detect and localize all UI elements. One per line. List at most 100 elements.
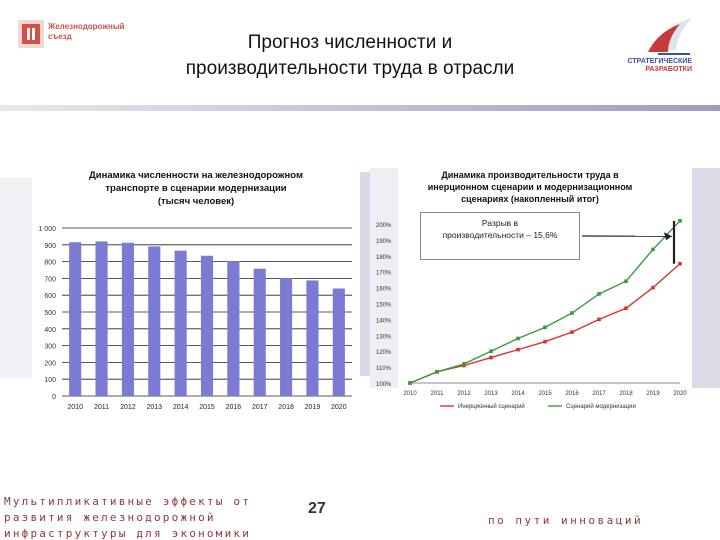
right-shade xyxy=(692,168,720,388)
data-point xyxy=(624,306,628,311)
data-point xyxy=(516,336,520,341)
right-logo-line1: СТРАТЕГИЧЕСКИЕ xyxy=(627,58,692,65)
y-tick-label: 0 xyxy=(52,394,56,401)
y-tick-label: 190% xyxy=(376,239,392,245)
y-tick-label: 140% xyxy=(376,318,392,324)
x-tick-label: 2016 xyxy=(565,391,579,397)
data-point xyxy=(543,325,547,330)
data-point xyxy=(651,247,655,252)
bar-chart: Динамика численности на железнодорожном т… xyxy=(0,158,372,420)
railway-logo-icon xyxy=(18,20,44,48)
x-tick-label: 2012 xyxy=(457,391,471,397)
x-tick-label: 2019 xyxy=(646,391,660,397)
right-logo-text: СТРАТЕГИЧЕСКИЕ РАЗРАБОТКИ xyxy=(600,58,692,74)
x-tick-label: 2018 xyxy=(278,404,294,411)
footer-line1: Мультипликативные эффекты от xyxy=(4,495,252,508)
bar xyxy=(148,246,161,396)
y-tick-label: 110% xyxy=(376,366,392,372)
data-point xyxy=(489,355,493,360)
header-divider xyxy=(0,105,720,111)
data-point xyxy=(516,347,520,352)
bar xyxy=(121,242,134,396)
data-point xyxy=(678,219,682,223)
line-chart-title-line: Динамика производительности труда в xyxy=(441,170,619,180)
x-tick-label: 2017 xyxy=(252,404,268,411)
y-tick-label: 1 000 xyxy=(38,226,56,233)
x-tick-label: 2019 xyxy=(305,404,321,411)
y-tick-label: 300 xyxy=(44,344,56,351)
bar xyxy=(253,268,266,396)
footer-slogan: по пути инноваций xyxy=(488,514,644,527)
bar xyxy=(306,280,319,396)
bar xyxy=(174,250,187,396)
x-tick-label: 2015 xyxy=(538,391,552,397)
x-tick-label: 2013 xyxy=(484,391,498,397)
y-tick-label: 150% xyxy=(376,303,392,309)
legend-label: Инерционный сценарий xyxy=(458,403,525,410)
title-line2: производительности труда в отрасли xyxy=(185,58,515,79)
x-tick-label: 2011 xyxy=(431,391,445,397)
annotation-line1: Разрыв в xyxy=(481,218,519,228)
data-point xyxy=(570,330,574,334)
line-chart-title-line: сценариях (накопленный итог) xyxy=(461,194,599,204)
footer-line3: инфраструктуры для экономики xyxy=(4,527,252,540)
legend-label: Сценарий модернизации xyxy=(566,403,636,410)
x-tick-label: 2018 xyxy=(619,391,633,397)
y-tick-label: 500 xyxy=(44,310,56,317)
logo-text: Железнодорожный съезд xyxy=(48,22,125,42)
bar xyxy=(69,242,82,396)
bar-chart-title-line: транспорте в сценарии модернизации xyxy=(105,183,286,194)
data-point xyxy=(462,362,466,366)
x-tick-label: 2012 xyxy=(120,404,136,411)
right-shade xyxy=(360,172,372,376)
data-point xyxy=(678,261,682,266)
y-tick-label: 200% xyxy=(376,223,392,229)
x-tick-label: 2020 xyxy=(673,391,687,397)
data-point xyxy=(597,292,601,296)
left-logo: Железнодорожный съезд xyxy=(18,18,138,54)
bar-chart-title-line: Динамика численности на железнодорожном xyxy=(89,170,303,181)
annotation-arrowhead xyxy=(664,232,672,241)
left-shade xyxy=(0,178,32,378)
bar xyxy=(200,255,214,396)
y-tick-label: 100 xyxy=(44,377,56,384)
data-point xyxy=(651,285,655,290)
data-point xyxy=(408,381,412,385)
y-tick-label: 200 xyxy=(44,360,56,367)
y-tick-label: 170% xyxy=(376,271,392,277)
x-tick-label: 2015 xyxy=(199,404,215,411)
title-line1: Прогноз численности и xyxy=(247,32,453,53)
y-tick-label: 900 xyxy=(44,243,56,250)
bar xyxy=(280,278,293,396)
y-tick-label: 160% xyxy=(376,287,392,293)
right-logo: СТРАТЕГИЧЕСКИЕ РАЗРАБОТКИ xyxy=(596,14,696,80)
page-title: Прогноз численности и производительности… xyxy=(140,30,560,82)
logo-text-line2: съезд xyxy=(48,32,72,41)
line-chart-title-line: инерционном сценарии и модернизационном xyxy=(428,182,633,192)
x-tick-label: 2020 xyxy=(331,404,347,411)
bar xyxy=(95,241,108,396)
x-tick-label: 2013 xyxy=(146,404,162,411)
footer-line2: развития железнодорожной xyxy=(4,511,216,524)
data-point xyxy=(597,317,601,322)
y-tick-label: 100% xyxy=(376,382,392,388)
y-tick-label: 180% xyxy=(376,255,392,261)
y-tick-label: 600 xyxy=(44,293,56,300)
page-number: 27 xyxy=(308,500,326,517)
bar xyxy=(227,261,240,396)
y-tick-label: 120% xyxy=(376,350,392,356)
x-tick-label: 2011 xyxy=(94,404,109,411)
line-chart: Динамика производительности труда в инерц… xyxy=(370,158,720,420)
data-point xyxy=(489,349,493,353)
data-point xyxy=(435,370,439,374)
x-tick-label: 2010 xyxy=(403,391,417,397)
data-point xyxy=(624,279,628,284)
data-point xyxy=(570,311,574,315)
x-tick-label: 2014 xyxy=(511,391,525,397)
x-tick-label: 2010 xyxy=(67,404,83,411)
right-logo-line2: РАЗРАБОТКИ xyxy=(645,66,692,73)
annotation-line2: производительности – 15,6% xyxy=(442,230,558,240)
y-tick-label: 130% xyxy=(376,334,392,340)
data-point xyxy=(543,339,547,344)
gap-annotation: Разрыв в производительности – 15,6% xyxy=(420,212,580,260)
